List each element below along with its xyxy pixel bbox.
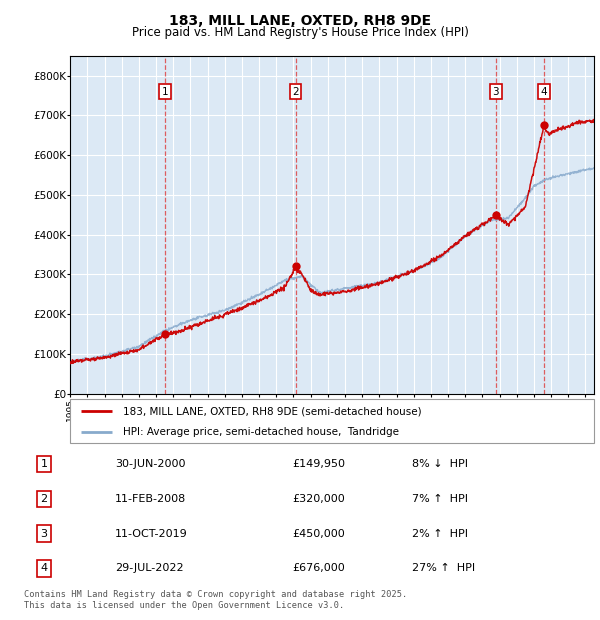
Text: £450,000: £450,000 [292, 529, 344, 539]
Text: 29-JUL-2022: 29-JUL-2022 [115, 564, 184, 574]
Text: 27% ↑  HPI: 27% ↑ HPI [412, 564, 475, 574]
Text: 4: 4 [40, 564, 47, 574]
Text: 11-FEB-2008: 11-FEB-2008 [115, 494, 187, 503]
Text: HPI: Average price, semi-detached house,  Tandridge: HPI: Average price, semi-detached house,… [122, 427, 398, 437]
Text: Price paid vs. HM Land Registry's House Price Index (HPI): Price paid vs. HM Land Registry's House … [131, 26, 469, 39]
Text: 183, MILL LANE, OXTED, RH8 9DE (semi-detached house): 183, MILL LANE, OXTED, RH8 9DE (semi-det… [122, 406, 421, 416]
Text: £676,000: £676,000 [292, 564, 344, 574]
Text: 2% ↑  HPI: 2% ↑ HPI [412, 529, 467, 539]
FancyBboxPatch shape [70, 399, 594, 443]
Text: Contains HM Land Registry data © Crown copyright and database right 2025.
This d: Contains HM Land Registry data © Crown c… [24, 590, 407, 609]
Text: 7% ↑  HPI: 7% ↑ HPI [412, 494, 467, 503]
Text: 8% ↓  HPI: 8% ↓ HPI [412, 459, 467, 469]
Text: 1: 1 [40, 459, 47, 469]
Text: 3: 3 [493, 87, 499, 97]
Text: 1: 1 [161, 87, 168, 97]
Text: 11-OCT-2019: 11-OCT-2019 [115, 529, 188, 539]
Text: 183, MILL LANE, OXTED, RH8 9DE: 183, MILL LANE, OXTED, RH8 9DE [169, 14, 431, 28]
Text: 30-JUN-2000: 30-JUN-2000 [115, 459, 186, 469]
Text: £149,950: £149,950 [292, 459, 345, 469]
Text: £320,000: £320,000 [292, 494, 344, 503]
Text: 4: 4 [541, 87, 547, 97]
Text: 3: 3 [40, 529, 47, 539]
Text: 2: 2 [292, 87, 299, 97]
Text: 2: 2 [40, 494, 47, 503]
